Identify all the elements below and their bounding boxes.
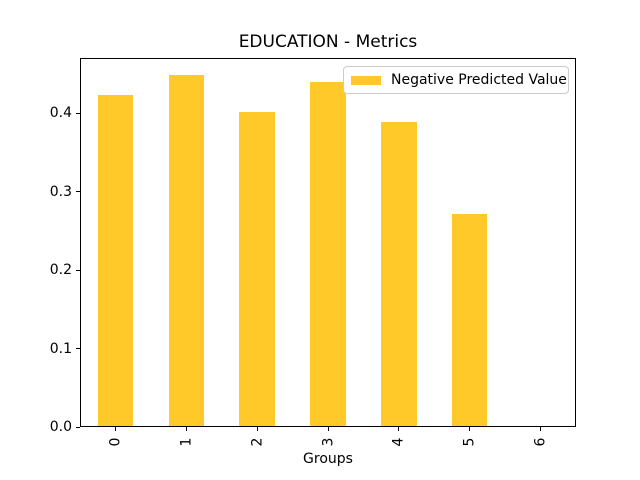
legend: Negative Predicted Value	[343, 66, 569, 94]
y-tick-mark	[76, 269, 80, 271]
x-tick-mark	[398, 427, 400, 431]
y-tick-mark	[76, 191, 80, 193]
x-tick-label: 3	[319, 437, 336, 447]
bar-group-4	[381, 121, 417, 426]
x-tick-label: 1	[178, 437, 195, 447]
x-tick-label: 6	[532, 437, 549, 447]
x-tick-mark	[540, 427, 542, 431]
x-tick-mark	[114, 427, 116, 431]
bar-group-3	[310, 82, 346, 426]
bar-group-2	[239, 112, 275, 426]
x-tick-mark	[469, 427, 471, 431]
bar-group-5	[452, 214, 488, 426]
legend-swatch-icon	[351, 75, 381, 85]
plot-area: Negative Predicted Value	[80, 58, 576, 427]
y-tick-label: 0.1	[49, 340, 72, 357]
legend-label: Negative Predicted Value	[391, 72, 567, 88]
y-tick-label: 0.3	[49, 183, 72, 200]
x-tick-label: 4	[390, 437, 407, 447]
chart-title: EDUCATION - Metrics	[238, 32, 418, 52]
y-tick-label: 0.4	[49, 105, 72, 122]
y-tick-label: 0.0	[49, 419, 72, 435]
y-tick-mark	[76, 112, 80, 114]
x-tick-label: 2	[249, 437, 266, 447]
x-tick-label: 5	[461, 437, 478, 447]
y-tick-mark	[76, 348, 80, 350]
x-tick-label: 0	[107, 437, 124, 447]
x-tick-mark	[327, 427, 329, 431]
x-axis-label: Groups	[303, 451, 353, 467]
y-tick-mark	[76, 426, 80, 428]
x-tick-mark	[256, 427, 258, 431]
bar-group-1	[168, 74, 204, 426]
x-tick-mark	[185, 427, 187, 431]
bar-group-0	[97, 94, 134, 426]
y-tick-label: 0.2	[49, 262, 72, 279]
